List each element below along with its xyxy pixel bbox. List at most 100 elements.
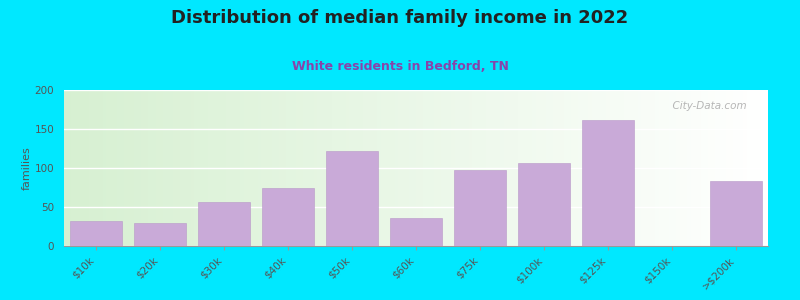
Bar <box>378 90 381 246</box>
Bar <box>624 90 627 246</box>
Bar <box>690 90 694 246</box>
Bar <box>222 90 226 246</box>
Bar <box>701 90 705 246</box>
Bar <box>356 90 360 246</box>
Bar <box>441 90 444 246</box>
Bar <box>114 90 117 246</box>
Bar <box>89 90 92 246</box>
Bar <box>194 90 198 246</box>
Bar <box>212 90 215 246</box>
Bar <box>708 90 712 246</box>
Bar <box>743 90 747 246</box>
Bar <box>303 90 307 246</box>
Bar <box>426 90 430 246</box>
Bar <box>413 90 416 246</box>
Bar <box>254 90 258 246</box>
Bar <box>571 90 574 246</box>
Bar <box>145 90 149 246</box>
Bar <box>226 90 230 246</box>
Bar <box>370 90 374 246</box>
Bar <box>560 90 564 246</box>
Bar <box>514 90 518 246</box>
Bar <box>733 90 736 246</box>
Bar <box>110 90 114 246</box>
Bar <box>617 90 620 246</box>
Bar <box>472 90 476 246</box>
Bar <box>486 90 490 246</box>
Bar <box>666 90 670 246</box>
Bar <box>511 90 514 246</box>
Bar <box>630 90 634 246</box>
Bar <box>272 90 275 246</box>
Text: Distribution of median family income in 2022: Distribution of median family income in … <box>171 9 629 27</box>
Bar <box>390 218 442 246</box>
Bar <box>476 90 479 246</box>
Bar <box>184 90 187 246</box>
Bar <box>300 90 303 246</box>
Bar <box>599 90 602 246</box>
Bar <box>187 90 190 246</box>
Bar <box>262 188 314 246</box>
Bar <box>388 90 391 246</box>
Bar <box>180 90 184 246</box>
Bar <box>483 90 486 246</box>
Bar <box>331 90 335 246</box>
Bar <box>374 90 378 246</box>
Bar <box>208 90 212 246</box>
Bar <box>198 202 250 246</box>
Bar <box>71 90 74 246</box>
Bar <box>353 90 356 246</box>
Bar <box>346 90 349 246</box>
Bar <box>585 90 589 246</box>
Bar <box>567 90 571 246</box>
Bar <box>155 90 159 246</box>
Bar <box>102 90 106 246</box>
Bar <box>589 90 592 246</box>
Bar <box>106 90 110 246</box>
Bar <box>518 90 522 246</box>
Bar <box>557 90 560 246</box>
Bar <box>648 90 652 246</box>
Bar <box>64 90 67 246</box>
Bar <box>261 90 265 246</box>
Bar <box>758 90 761 246</box>
Bar <box>321 90 325 246</box>
Bar <box>550 90 554 246</box>
Bar <box>92 90 96 246</box>
Bar <box>286 90 290 246</box>
Bar <box>437 90 441 246</box>
Bar <box>458 90 462 246</box>
Bar <box>754 90 758 246</box>
Bar <box>479 90 483 246</box>
Bar <box>268 90 272 246</box>
Bar <box>525 90 529 246</box>
Bar <box>282 90 286 246</box>
Bar <box>620 90 624 246</box>
Bar <box>444 90 448 246</box>
Bar <box>532 90 536 246</box>
Bar <box>342 90 346 246</box>
Bar <box>434 90 437 246</box>
Bar <box>149 90 152 246</box>
Bar <box>655 90 659 246</box>
Bar <box>536 90 539 246</box>
Bar <box>134 90 138 246</box>
Bar <box>215 90 219 246</box>
Bar <box>645 90 648 246</box>
Bar <box>162 90 166 246</box>
Bar <box>275 90 278 246</box>
Bar <box>490 90 494 246</box>
Bar <box>652 90 655 246</box>
Bar <box>642 90 645 246</box>
Bar <box>595 90 599 246</box>
Bar <box>670 90 673 246</box>
Bar <box>177 90 180 246</box>
Bar <box>360 90 363 246</box>
Bar <box>554 90 557 246</box>
Bar <box>522 90 525 246</box>
Bar <box>326 151 378 246</box>
Bar <box>124 90 127 246</box>
Bar <box>497 90 501 246</box>
Bar <box>406 90 409 246</box>
Bar <box>349 90 353 246</box>
